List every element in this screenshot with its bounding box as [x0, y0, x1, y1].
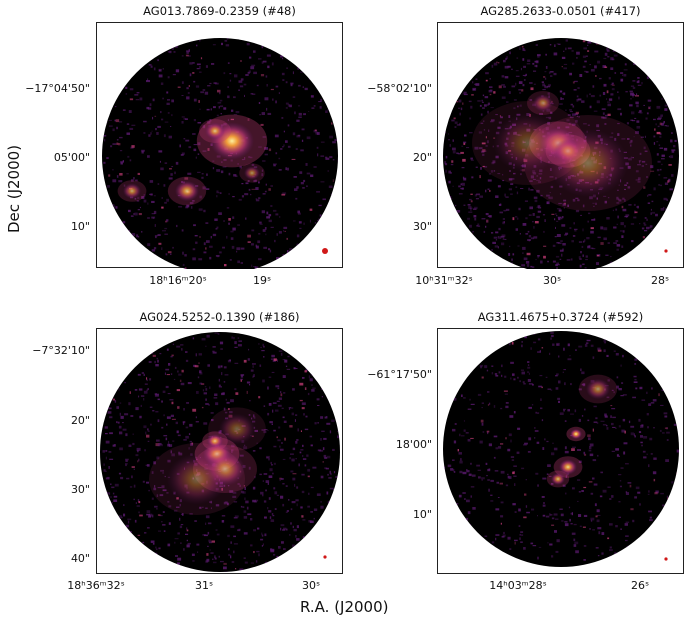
- y-tick-label: 20": [412, 151, 432, 164]
- x-tick-label: 26ˢ: [630, 579, 650, 592]
- image-frame: [437, 328, 684, 574]
- panel-title: AG013.7869-0.2359 (#48): [143, 4, 296, 18]
- image-frame: [96, 22, 343, 269]
- beam-marker: [322, 248, 328, 254]
- x-axis-title: R.A. (J2000): [300, 598, 389, 616]
- beam-marker: [323, 555, 327, 559]
- emission-map: [100, 332, 340, 572]
- y-tick-label: 40": [70, 552, 90, 565]
- x-tick-label: 28ˢ: [650, 274, 670, 287]
- field-of-view: [443, 331, 679, 567]
- y-tick-label: −58°02'10": [367, 82, 432, 95]
- y-tick-label: 20": [70, 414, 90, 427]
- beam-marker: [664, 249, 668, 253]
- y-tick-label: 30": [412, 220, 432, 233]
- x-tick-label: 19ˢ: [252, 274, 272, 287]
- y-tick-label: −7°32'10": [32, 344, 90, 357]
- y-tick-label: 18'00": [395, 438, 432, 451]
- x-tick-label: 18ʰ36ᵐ32ˢ: [67, 579, 125, 592]
- emission-map: [102, 38, 338, 269]
- y-tick-label: −17°04'50": [25, 82, 90, 95]
- image-frame: [437, 22, 684, 269]
- beam-marker: [664, 557, 668, 561]
- y-tick-label: −61°17'50": [367, 368, 432, 381]
- emission-map: [443, 38, 679, 269]
- x-tick-label: 14ʰ03ᵐ28ˢ: [489, 579, 547, 592]
- x-tick-label: 30ˢ: [301, 579, 321, 592]
- emission-map: [443, 331, 679, 567]
- panel-title: AG024.5252-0.1390 (#186): [139, 310, 300, 324]
- y-tick-label: 10": [70, 220, 90, 233]
- y-tick-label: 30": [70, 483, 90, 496]
- panel-title: AG311.4675+0.3724 (#592): [477, 310, 644, 324]
- y-tick-label: 10": [412, 508, 432, 521]
- x-tick-label: 31ˢ: [194, 579, 214, 592]
- x-tick-label: 30ˢ: [542, 274, 562, 287]
- panel-title: AG285.2633-0.0501 (#417): [480, 4, 641, 18]
- x-tick-label: 10ʰ31ᵐ32ˢ: [415, 274, 473, 287]
- x-tick-label: 18ʰ16ᵐ20ˢ: [149, 274, 207, 287]
- image-frame: [96, 328, 343, 574]
- y-tick-label: 05'00": [53, 151, 90, 164]
